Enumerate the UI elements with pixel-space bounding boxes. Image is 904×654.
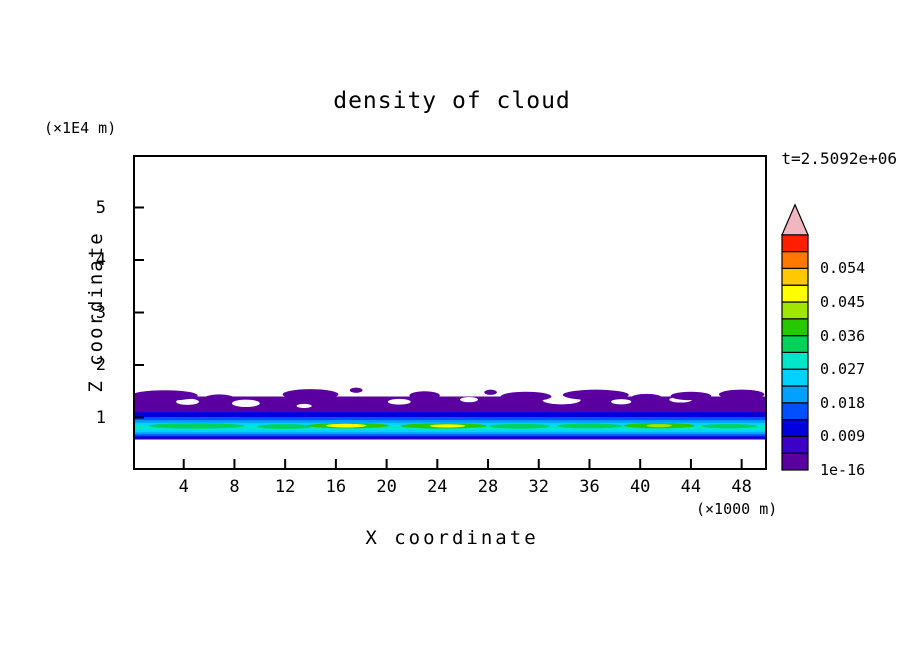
colorbar-cell [781, 368, 809, 387]
cloud-patch [429, 424, 466, 428]
x-tick-label: 36 [579, 477, 600, 497]
cloud-patch [646, 424, 672, 428]
colorbar-tick-label: 0.036 [820, 326, 866, 345]
z-tick-label: 5 [95, 197, 106, 218]
cloud-gap [611, 399, 632, 405]
colorbar-cell [781, 419, 809, 438]
cloud-field [134, 387, 766, 440]
cloud-patch [148, 423, 245, 429]
x-tick-label: 16 [325, 477, 347, 497]
chart-title: density of cloud [333, 88, 571, 114]
plot-frame [133, 155, 767, 470]
colorbar-tick-label: 0.045 [820, 293, 866, 311]
cloud-patch [500, 391, 552, 402]
x-tick-label: 44 [680, 477, 702, 497]
cloud-patch [409, 391, 440, 400]
cloud-patch [631, 393, 662, 402]
cloud-patch [325, 423, 367, 428]
z-tick-label: 3 [95, 302, 106, 323]
x-tick-label: 40 [629, 477, 651, 497]
colorbar-cell [781, 267, 809, 286]
cloud-patch [670, 391, 712, 401]
cloud-gap [296, 403, 312, 409]
cloud-patch [204, 394, 235, 403]
colorbar-tick-label: 0.009 [820, 427, 866, 446]
colorbar-cell [781, 351, 809, 370]
x-tick-label: 12 [274, 477, 296, 497]
time-annotation: t=2.5092e+06 [781, 149, 897, 168]
colorbar-tick-label: 0.027 [820, 360, 866, 379]
colorbar-cell [781, 250, 809, 269]
cloud-patch [562, 389, 629, 401]
colorbar-cell [781, 335, 809, 354]
cloud-patch [489, 423, 551, 429]
z-tick-label: 1 [95, 407, 106, 428]
x-tick-label: 24 [427, 477, 448, 497]
cloud-patch [257, 424, 314, 429]
z-tick-label: 2 [95, 355, 106, 375]
cloud-patch [282, 389, 339, 400]
colorbar-cell [781, 452, 809, 471]
colorbar-cell [781, 435, 809, 454]
colorbar-tick-label: 0.054 [820, 259, 866, 278]
colorbar-cell [781, 301, 809, 320]
colorbar [781, 203, 809, 471]
colorbar-overflow-arrow-icon [781, 203, 809, 236]
cloud-patch [701, 424, 757, 429]
cloud-gap [460, 397, 478, 403]
colorbar-cell [781, 318, 809, 337]
cloud-patch [718, 389, 765, 400]
x-tick-label: 28 [477, 477, 499, 497]
cloud-patch [484, 389, 497, 395]
x-tick-label: 48 [731, 477, 752, 497]
colorbar-tick-label: 0.018 [820, 393, 866, 412]
z-tick-label: 4 [95, 250, 106, 270]
colorbar-tick-label: 1e-16 [820, 461, 866, 479]
cloud-patch [134, 390, 198, 401]
colorbar-cell [781, 385, 809, 404]
x-tick-label: 8 [229, 477, 240, 497]
cloud-gap [387, 398, 411, 405]
cloud-patch [349, 387, 363, 393]
colorbar-cell [781, 234, 809, 253]
cloud-gap [176, 398, 199, 405]
x-axis-label: X coordinate [365, 527, 539, 549]
x-tick-label: 32 [528, 477, 549, 497]
cloud-patch [556, 423, 623, 429]
x-tick-label: 20 [376, 477, 397, 497]
cloud-gap [231, 399, 260, 407]
colorbar-cell [781, 284, 809, 303]
colorbar-cell [781, 402, 809, 421]
contour-plot-area [133, 155, 767, 470]
x-axis-unit-label: (×1000 m) [696, 500, 778, 518]
z-axis-unit-label: (×1E4 m) [44, 119, 117, 137]
x-tick-label: 4 [178, 477, 189, 497]
